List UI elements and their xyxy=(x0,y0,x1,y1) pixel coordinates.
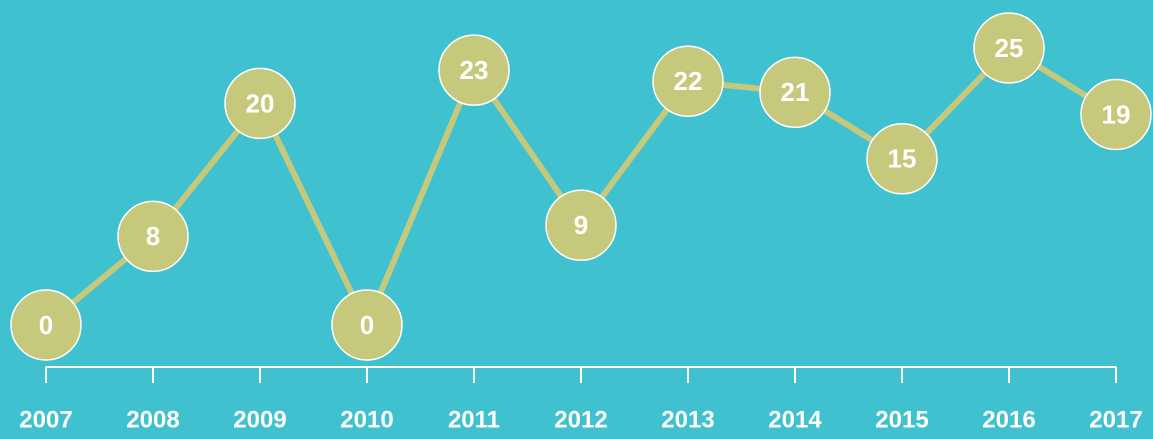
data-label: 23 xyxy=(460,55,489,85)
data-label: 0 xyxy=(39,310,53,340)
x-tick-label: 2011 xyxy=(448,406,500,433)
point xyxy=(652,45,724,117)
point xyxy=(331,289,403,361)
data-label: 19 xyxy=(1102,99,1131,129)
data-label: 9 xyxy=(574,210,588,240)
point xyxy=(973,12,1045,84)
x-tick-label: 2016 xyxy=(982,406,1035,433)
point xyxy=(759,56,831,129)
x-tick-label: 2012 xyxy=(554,406,607,433)
x-tick-label: 2007 xyxy=(19,406,72,433)
data-label: 21 xyxy=(781,77,810,107)
x-tick-label: 2010 xyxy=(340,406,393,433)
data-label: 0 xyxy=(360,310,374,340)
point xyxy=(10,289,82,361)
data-label: 20 xyxy=(246,88,275,118)
point xyxy=(438,34,510,106)
x-tick-label: 2013 xyxy=(661,406,714,433)
data-label: 8 xyxy=(146,221,160,251)
data-label: 22 xyxy=(674,66,703,96)
point xyxy=(1080,78,1152,151)
data-label: 15 xyxy=(888,144,917,174)
data-label: 25 xyxy=(995,33,1024,63)
point xyxy=(117,200,189,273)
x-tick-label: 2009 xyxy=(233,406,286,433)
point xyxy=(866,123,938,195)
x-tick-label: 2017 xyxy=(1089,406,1142,433)
point xyxy=(224,67,296,140)
x-tick-label: 2015 xyxy=(875,406,928,433)
x-tick-label: 2014 xyxy=(768,406,822,433)
x-tick-label: 2008 xyxy=(126,406,179,433)
line xyxy=(44,44,1118,333)
point xyxy=(545,189,617,262)
